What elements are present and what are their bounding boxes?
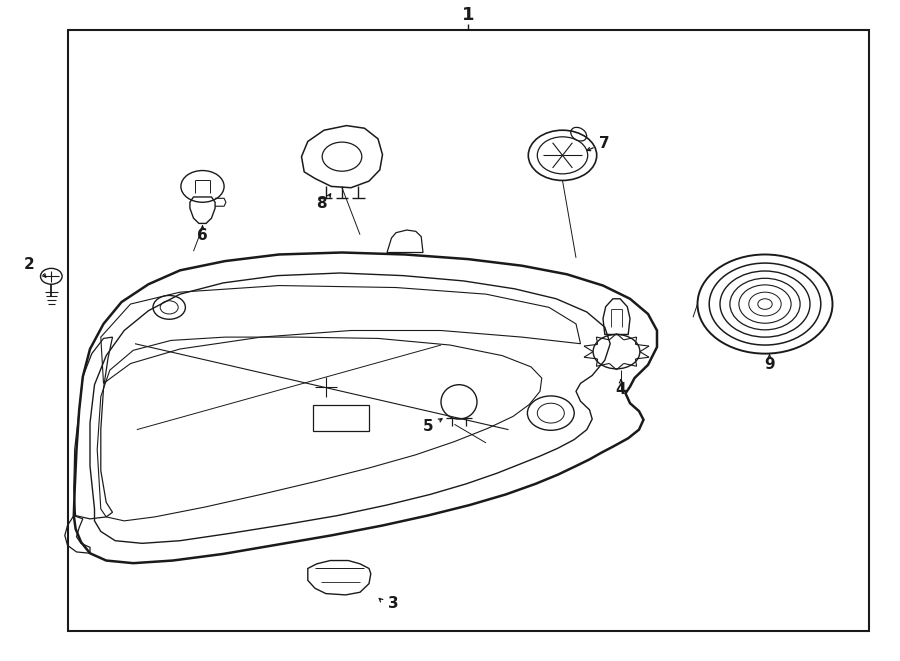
Text: 9: 9 [764,358,775,372]
Text: 5: 5 [423,419,434,434]
Text: 8: 8 [316,196,327,211]
Text: 7: 7 [599,136,610,151]
Text: 3: 3 [388,596,399,611]
Bar [313,405,369,431]
Bar [68,30,868,631]
Text: 1: 1 [462,5,474,24]
Text: 2: 2 [23,257,34,272]
Text: 6: 6 [197,229,208,243]
Text: 4: 4 [616,383,626,397]
